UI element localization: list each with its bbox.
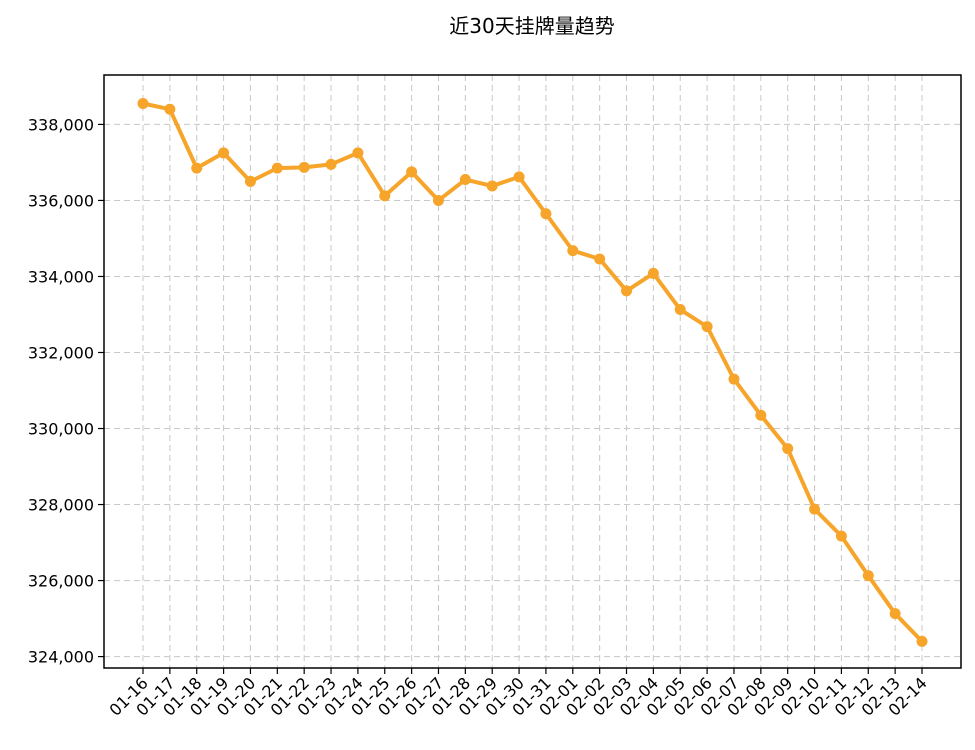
data-point	[647, 267, 659, 279]
chart-title: 近30天挂牌量趋势	[449, 14, 614, 38]
y-tick-label: 328,000	[28, 496, 94, 515]
grid	[104, 75, 961, 668]
data-point	[862, 570, 874, 582]
data-point	[432, 194, 444, 206]
data-point	[298, 161, 310, 173]
data-point	[137, 98, 149, 110]
y-axis: 324,000 326,000 328,000 330,000 332,000 334,0…	[28, 115, 104, 667]
data-point	[755, 409, 767, 421]
data-point	[486, 180, 498, 192]
y-tick-label: 336,000	[28, 191, 94, 210]
data-point	[809, 503, 821, 515]
y-tick-label: 332,000	[28, 343, 94, 362]
data-point	[513, 171, 525, 183]
y-tick-label: 330,000	[28, 420, 94, 439]
data-point	[379, 190, 391, 202]
data-point	[406, 166, 418, 178]
data-point	[271, 162, 283, 174]
data-point	[540, 208, 552, 220]
y-tick-label: 326,000	[28, 572, 94, 591]
data-point	[728, 373, 740, 385]
series-line	[141, 101, 924, 644]
data-point	[244, 175, 256, 187]
y-tick-label: 338,000	[28, 115, 94, 134]
x-axis: 01-1601-1701-1801-1901-2001-2101-2201-23…	[106, 668, 931, 720]
data-point	[701, 321, 713, 333]
data-point	[835, 530, 847, 542]
data-point	[191, 162, 203, 174]
data-point	[459, 174, 471, 186]
data-point	[674, 304, 686, 316]
data-point	[782, 443, 794, 455]
data-point	[567, 245, 579, 257]
data-point	[352, 147, 364, 159]
y-tick-label: 334,000	[28, 267, 94, 286]
data-point	[916, 635, 928, 647]
data-point	[218, 147, 230, 159]
plot-area-frame	[103, 74, 962, 669]
data-point	[889, 608, 901, 620]
data-point	[594, 253, 606, 265]
series-layer	[137, 98, 928, 647]
y-tick-label: 324,000	[28, 648, 94, 667]
data-point	[325, 158, 337, 170]
data-point	[621, 285, 633, 297]
data-point	[164, 103, 176, 115]
